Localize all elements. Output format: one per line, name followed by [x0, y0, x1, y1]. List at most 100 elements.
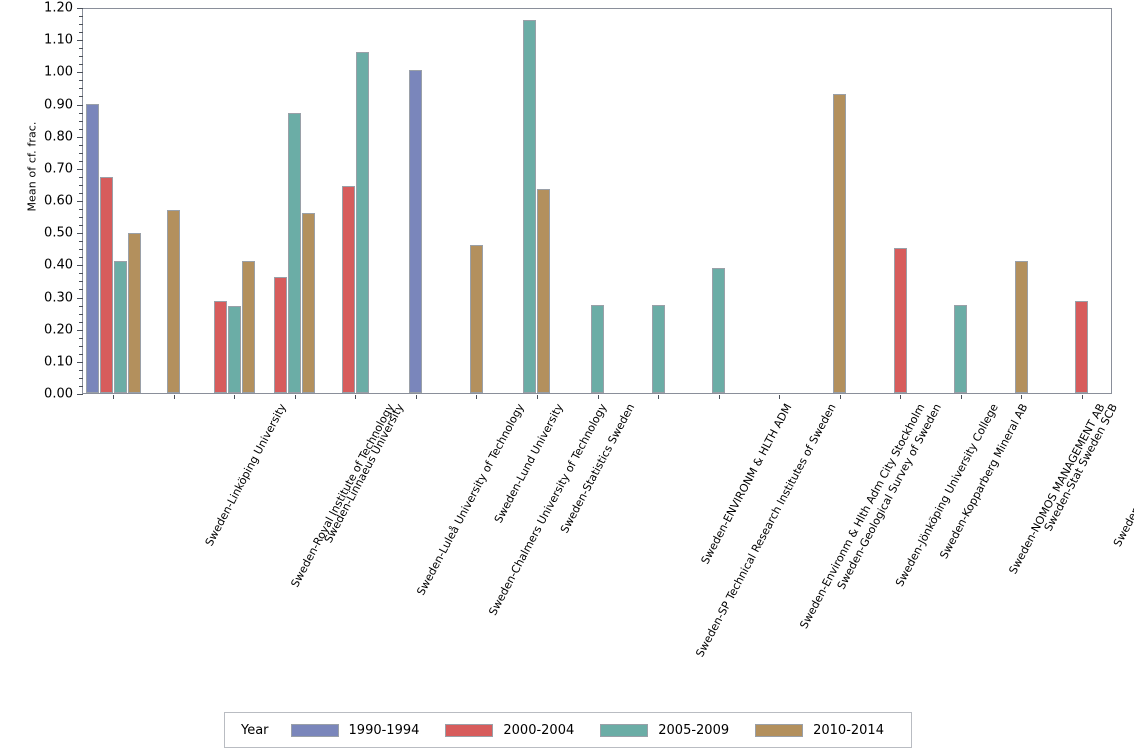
x-tick: [1021, 395, 1023, 399]
y-tick-label: 0.60: [44, 193, 73, 209]
bar: [167, 210, 181, 393]
y-tick-label: 0.10: [44, 354, 73, 370]
x-tick: [597, 395, 599, 399]
y-tick-major: [77, 201, 83, 202]
legend-swatch: [600, 723, 649, 737]
y-axis: 0.00 0.10 0.20 0.30 0.40 0.50 0.60 0.70 0.80 0.90…: [0, 2, 83, 401]
y-tick-minor: [79, 241, 83, 243]
bar: [409, 69, 423, 393]
x-tick: [173, 395, 175, 399]
bar: [833, 93, 847, 393]
y-tick-minor: [79, 353, 83, 355]
legend-swatch: [755, 723, 804, 737]
y-tick-label: 0.30: [44, 290, 73, 305]
y-tick-label: 0.70: [44, 161, 73, 177]
legend-item[interactable]: 1990-1994: [290, 723, 419, 738]
legend-item[interactable]: 2000-2004: [445, 723, 574, 738]
y-tick-major: [77, 297, 83, 299]
y-tick-minor: [79, 112, 83, 114]
x-tick: [476, 395, 478, 399]
y-tick-major: [77, 361, 83, 363]
y-tick-major: [77, 394, 83, 395]
bar: [302, 212, 316, 393]
bar: [523, 19, 537, 393]
y-tick-minor: [79, 313, 83, 315]
y-tick-minor: [79, 257, 83, 259]
y-tick-label: 1.20: [44, 0, 73, 16]
x-tick: [839, 395, 841, 399]
legend: Year 1990-1994 2000-2004 2005-2009 2010-201…: [224, 712, 912, 748]
y-tick-label: 0.50: [44, 225, 73, 241]
x-tick: [355, 395, 357, 399]
bar: [85, 103, 99, 393]
y-tick-minor: [79, 56, 83, 58]
legend-item[interactable]: 2005-2009: [600, 723, 729, 738]
x-axis-label: Sweden-Stat Sweden SCB: [1041, 401, 1120, 534]
y-tick-label: 0.40: [44, 257, 73, 273]
x-axis-label: Sweden-Stockholm Water AB: [1111, 402, 1134, 549]
y-tick-minor: [79, 160, 83, 162]
y-tick-minor: [79, 321, 83, 323]
bar: [99, 177, 113, 393]
bar: [712, 267, 726, 393]
legend-item[interactable]: 2010-2014: [755, 723, 884, 738]
y-tick-minor: [79, 209, 83, 211]
bar: [954, 305, 968, 393]
bar: [288, 113, 302, 393]
y-tick-major: [77, 40, 83, 42]
y-tick-minor: [79, 385, 83, 387]
x-tick: [960, 395, 962, 399]
legend-swatch: [445, 723, 494, 737]
y-tick-major: [77, 265, 83, 267]
y-tick-major: [77, 104, 83, 106]
y-tick-minor: [79, 152, 83, 154]
y-tick-label: 0.20: [44, 322, 73, 338]
plot-area: [83, 8, 1112, 394]
y-tick-minor: [79, 24, 83, 26]
bar: [127, 233, 141, 393]
x-axis-label: Sweden-Linnaeus University: [322, 401, 407, 546]
bar: [591, 304, 604, 393]
bar: [113, 261, 127, 393]
x-axis-label: Sweden-ENVIRONM & HLTH ADM: [698, 401, 794, 567]
legend-label: 2000-2004: [503, 722, 575, 738]
y-tick-minor: [79, 289, 83, 291]
y-tick-label: 1.00: [44, 64, 73, 80]
y-tick-minor: [79, 273, 83, 275]
y-tick-minor: [79, 281, 83, 283]
bar: [227, 305, 241, 393]
bar: [893, 248, 907, 393]
y-tick-minor: [79, 96, 83, 98]
y-tick-label: 1.10: [44, 32, 73, 48]
y-tick-minor: [79, 128, 83, 130]
y-tick-minor: [79, 345, 83, 347]
x-tick: [113, 395, 115, 399]
y-tick-major: [77, 8, 83, 9]
y-tick-minor: [79, 225, 83, 227]
x-axis-label: Sweden-NOMOS MANAGEMENT AB: [1006, 401, 1108, 577]
y-tick-minor: [79, 16, 83, 18]
y-tick-minor: [79, 48, 83, 50]
y-tick-label: 0.90: [44, 97, 73, 112]
x-tick: [415, 395, 417, 399]
x-tick: [900, 395, 902, 399]
y-tick-minor: [79, 377, 83, 379]
bar: [1014, 261, 1028, 393]
x-axis-label: Sweden-Geological Survey of Sweden: [834, 401, 944, 592]
y-tick-major: [77, 168, 83, 170]
y-tick-major: [77, 329, 83, 331]
x-tick: [536, 395, 538, 399]
y-tick-minor: [79, 305, 83, 307]
x-tick: [718, 395, 720, 399]
bar: [651, 304, 665, 393]
y-tick-minor: [79, 64, 83, 66]
y-tick-major: [77, 233, 83, 235]
y-tick-minor: [79, 249, 83, 251]
y-tick-minor: [79, 184, 83, 186]
y-tick-minor: [79, 88, 83, 90]
legend-swatch: [290, 723, 339, 737]
bar: [537, 188, 551, 393]
y-tick-minor: [79, 144, 83, 146]
y-tick-label: 0.00: [44, 386, 73, 402]
